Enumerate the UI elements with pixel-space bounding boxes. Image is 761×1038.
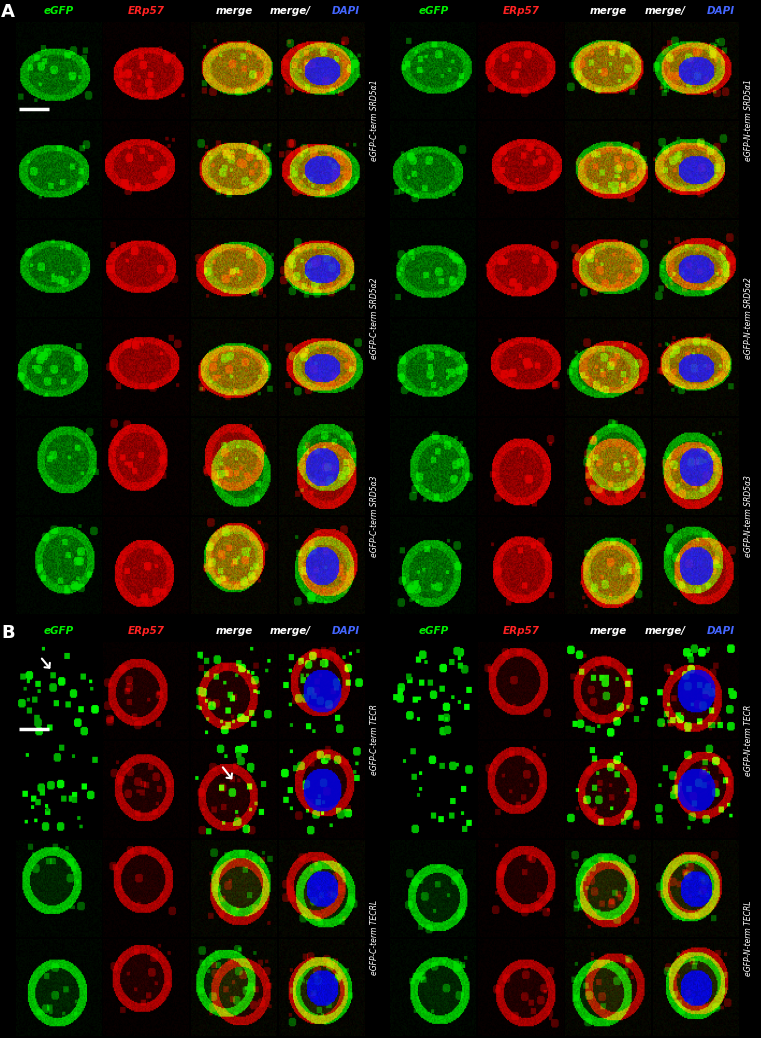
Text: eGFP: eGFP xyxy=(419,626,448,636)
Text: B: B xyxy=(2,624,15,641)
Text: DAPI: DAPI xyxy=(706,6,734,16)
Text: eGFP-N-term SRD5α3: eGFP-N-term SRD5α3 xyxy=(744,475,753,556)
Text: eGFP: eGFP xyxy=(44,6,74,16)
Text: eGFP: eGFP xyxy=(419,6,448,16)
Text: DAPI: DAPI xyxy=(332,6,360,16)
Text: merge: merge xyxy=(215,6,253,16)
Text: merge: merge xyxy=(215,626,253,636)
Text: A: A xyxy=(2,3,15,22)
Text: merge/: merge/ xyxy=(645,626,686,636)
Text: eGFP-C-term TECRL: eGFP-C-term TECRL xyxy=(370,900,379,976)
Text: eGFP-C-term TECR: eGFP-C-term TECR xyxy=(370,705,379,775)
Text: eGFP-N-term TECRL: eGFP-N-term TECRL xyxy=(744,900,753,976)
Text: eGFP-N-term SRD5α2: eGFP-N-term SRD5α2 xyxy=(744,277,753,359)
Text: merge: merge xyxy=(590,6,627,16)
Text: DAPI: DAPI xyxy=(706,626,734,636)
Text: merge/: merge/ xyxy=(270,6,311,16)
Text: ERp57: ERp57 xyxy=(502,626,540,636)
Text: eGFP-N-term SRD5α1: eGFP-N-term SRD5α1 xyxy=(744,79,753,161)
Text: eGFP-C-term SRD5α3: eGFP-C-term SRD5α3 xyxy=(370,475,379,556)
Text: DAPI: DAPI xyxy=(332,626,360,636)
Text: eGFP-C-term SRD5α1: eGFP-C-term SRD5α1 xyxy=(370,79,379,161)
Text: merge/: merge/ xyxy=(645,6,686,16)
Text: eGFP: eGFP xyxy=(44,626,74,636)
Text: ERp57: ERp57 xyxy=(502,6,540,16)
Text: ERp57: ERp57 xyxy=(128,626,165,636)
Text: merge: merge xyxy=(590,626,627,636)
Text: eGFP-N-term TECR: eGFP-N-term TECR xyxy=(744,704,753,775)
Text: merge/: merge/ xyxy=(270,626,311,636)
Text: ERp57: ERp57 xyxy=(128,6,165,16)
Text: eGFP-C-term SRD5α2: eGFP-C-term SRD5α2 xyxy=(370,277,379,358)
